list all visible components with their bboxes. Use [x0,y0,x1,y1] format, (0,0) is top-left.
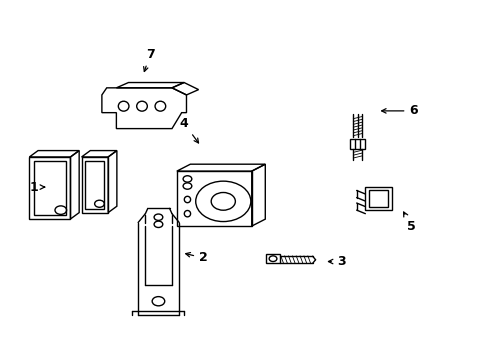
Bar [81,157,108,213]
Text: 5: 5 [403,212,415,233]
Bar [265,255,279,263]
Text: 7: 7 [143,48,154,72]
Bar [34,161,65,215]
Text: 3: 3 [328,255,345,268]
Text: 4: 4 [179,117,198,143]
Bar [368,190,387,207]
Bar [365,187,391,210]
Bar [349,139,365,149]
Bar [29,157,70,219]
Bar [177,171,251,226]
Text: 1: 1 [30,181,44,194]
Bar [85,161,104,209]
Text: 2: 2 [185,252,207,265]
Text: 6: 6 [381,104,417,117]
